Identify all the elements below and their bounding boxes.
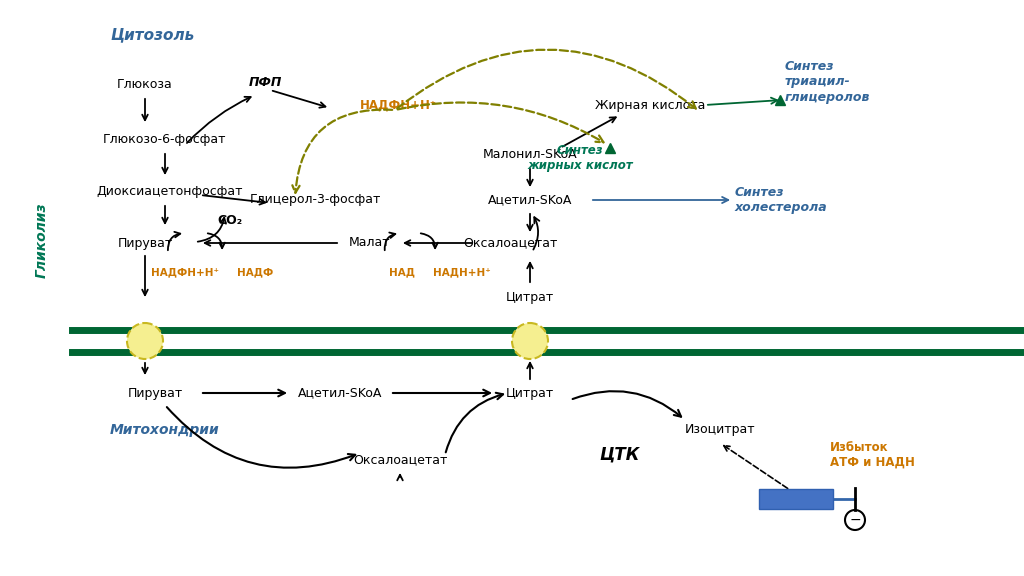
Text: ЦТК: ЦТК (600, 446, 640, 464)
Text: Избыток
АТФ и НАДН: Избыток АТФ и НАДН (830, 441, 914, 469)
Text: Синтез
холестерола: Синтез холестерола (735, 186, 827, 214)
Text: Жирная кислота: Жирная кислота (595, 98, 706, 112)
Text: Малат: Малат (349, 237, 391, 249)
Text: НАДФН+Н⁺: НАДФН+Н⁺ (360, 98, 437, 112)
Text: Синтез
триацил-
глицеролов: Синтез триацил- глицеролов (785, 60, 870, 104)
Text: Цитозоль: Цитозоль (110, 28, 195, 43)
Text: Диоксиацетонфосфат: Диоксиацетонфосфат (96, 185, 244, 199)
Text: Малонил-SKoA: Малонил-SKoA (482, 149, 578, 161)
Text: НАДН+Н⁺: НАДН+Н⁺ (433, 267, 490, 277)
Text: Ацетил-SKoA: Ацетил-SKoA (487, 194, 572, 207)
Text: Цитрат: Цитрат (506, 386, 554, 400)
Circle shape (512, 323, 548, 359)
Text: Глюкоза: Глюкоза (117, 78, 173, 92)
Text: Оксалоацетат: Оксалоацетат (353, 453, 447, 467)
FancyBboxPatch shape (759, 489, 833, 509)
Circle shape (127, 323, 163, 359)
Text: Цитрат: Цитрат (506, 291, 554, 305)
Text: Пируват: Пируват (127, 386, 182, 400)
Text: Митохондрии: Митохондрии (110, 423, 220, 437)
Text: CO₂: CO₂ (217, 214, 243, 226)
Text: Глюкозо-6-фосфат: Глюкозо-6-фосфат (103, 134, 226, 146)
Text: −: − (849, 513, 861, 527)
Text: Оксалоацетат: Оксалоацетат (463, 237, 557, 249)
Text: НАДФН+Н⁺: НАДФН+Н⁺ (151, 267, 219, 277)
Text: Пируват: Пируват (118, 237, 173, 249)
Text: НАДФ: НАДФ (237, 267, 273, 277)
Text: Изоцитрат: Изоцитрат (685, 423, 756, 437)
Text: Ацетил-SKoA: Ацетил-SKoA (298, 386, 382, 400)
Text: НАД: НАД (389, 267, 415, 277)
Text: ПФП: ПФП (248, 75, 282, 89)
Text: Гликолиз: Гликолиз (35, 202, 49, 278)
Text: Глицерол-3-фосфат: Глицерол-3-фосфат (249, 194, 381, 207)
Text: Синтез
жирных кислот: Синтез жирных кислот (527, 144, 633, 172)
